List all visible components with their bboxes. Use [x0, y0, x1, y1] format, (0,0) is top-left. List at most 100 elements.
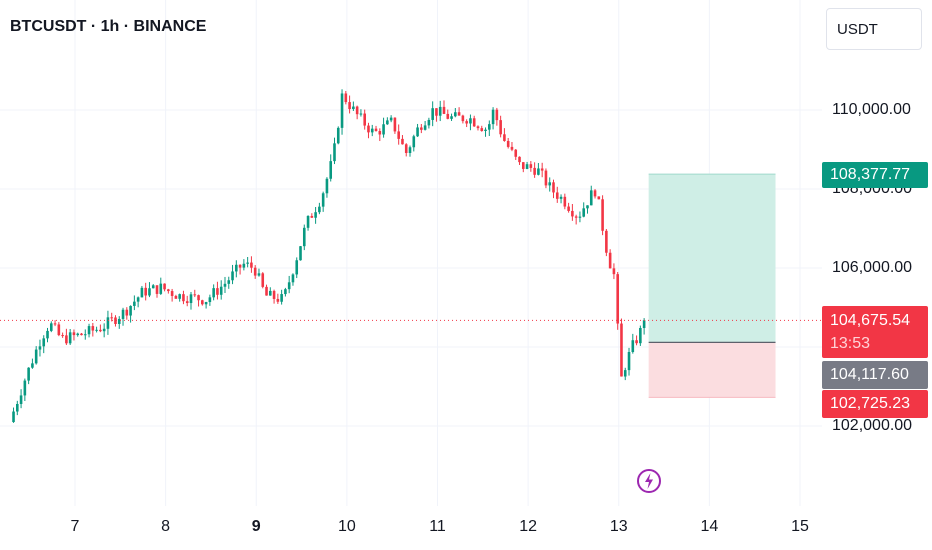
currency-button[interactable]: USDT — [826, 8, 922, 50]
candle-body — [367, 125, 370, 133]
candle-body — [95, 329, 98, 331]
symbol-title[interactable]: BTCUSDT · 1h · BINANCE — [10, 18, 207, 35]
candle-body — [197, 295, 200, 301]
candle-body — [163, 283, 166, 290]
candle-body — [412, 136, 416, 148]
candle-body — [314, 212, 317, 218]
candle-body — [68, 332, 72, 344]
candle-body — [461, 115, 465, 122]
candle-body — [257, 273, 261, 276]
candle-body — [136, 297, 140, 302]
candle-body — [250, 262, 253, 268]
candle-body — [242, 263, 246, 268]
lightning-icon[interactable] — [636, 464, 662, 494]
position-zones[interactable] — [648, 173, 776, 398]
candle-body — [454, 112, 457, 117]
candle-body — [19, 395, 23, 404]
candle-body — [246, 262, 249, 264]
candle-body — [510, 146, 514, 150]
price-axis-tick: 110,000.00 — [832, 101, 911, 118]
candle-body — [34, 349, 38, 364]
candle-body — [333, 143, 336, 162]
candle-body — [193, 294, 197, 296]
candle-body — [642, 320, 646, 328]
candle-body — [518, 156, 521, 163]
current-price-label[interactable]: 104,675.54 13:53 — [822, 306, 928, 358]
candle-body — [582, 208, 586, 217]
candle-body — [491, 109, 495, 125]
time-axis-tick: 15 — [791, 518, 809, 535]
candle-body — [46, 330, 49, 339]
candle-body — [280, 294, 283, 302]
candle-body — [83, 334, 87, 336]
candle-body — [231, 271, 234, 281]
candle-body — [155, 285, 159, 294]
candle-body — [310, 215, 314, 218]
candle-body — [299, 246, 302, 261]
candle-body — [235, 264, 238, 272]
candle-body — [616, 274, 619, 324]
time-axis-tick: 10 — [337, 518, 356, 535]
candle-body — [548, 182, 552, 186]
candle-body — [401, 138, 404, 145]
candle-body — [148, 288, 151, 296]
candle-body — [627, 352, 631, 371]
candle-body — [284, 289, 287, 295]
candlestick-series — [12, 89, 646, 423]
candle-body — [178, 294, 181, 299]
candle-body — [378, 131, 382, 135]
candle-body — [555, 192, 559, 199]
candle-body — [450, 116, 453, 119]
candle-body — [620, 323, 623, 377]
candle-body — [65, 335, 68, 344]
candle-body — [393, 117, 397, 132]
candle-body — [503, 134, 506, 141]
candle-body — [336, 127, 340, 144]
candle-body — [635, 340, 638, 344]
candle-body — [42, 338, 46, 347]
entry-price-label[interactable]: 104,117.60 — [822, 361, 928, 389]
candle-body — [159, 283, 163, 294]
candle-body — [144, 287, 147, 296]
stop-price-label[interactable]: 102,725.23 — [822, 390, 928, 418]
candle-body — [605, 230, 608, 253]
candle-body — [287, 282, 291, 290]
candle-body — [469, 118, 472, 124]
time-axis-tick: 7 — [70, 518, 80, 535]
candle-body — [612, 268, 616, 275]
price-axis-tick: 106,000.00 — [832, 259, 913, 276]
candle-body — [110, 317, 114, 319]
candle-body — [31, 363, 34, 368]
candle-body — [537, 168, 540, 175]
candle-body — [106, 317, 110, 329]
candle-body — [117, 318, 121, 324]
candle-body — [208, 297, 212, 303]
candle-body — [352, 106, 355, 110]
candle-body — [87, 326, 91, 335]
candle-body — [571, 210, 574, 217]
candle-body — [53, 323, 57, 325]
candle-body — [167, 289, 170, 292]
price-axis-tick: 102,000.00 — [832, 417, 913, 434]
candle-body — [329, 161, 333, 179]
candle-body — [567, 206, 570, 211]
candle-body — [525, 164, 529, 169]
candle-body — [12, 411, 15, 423]
candle-body — [363, 113, 366, 126]
candle-body — [265, 286, 268, 296]
candle-body — [359, 113, 363, 115]
candle-body — [219, 286, 223, 295]
candle-body — [639, 327, 642, 344]
candle-body — [204, 302, 208, 305]
candle-body — [563, 196, 567, 207]
target-price-label[interactable]: 108,377.77 — [822, 162, 928, 188]
candle-body — [423, 125, 427, 130]
candle-body — [623, 370, 627, 377]
candle-body — [601, 199, 604, 231]
candle-body — [151, 285, 155, 289]
candle-body — [182, 294, 185, 302]
candle-body — [404, 144, 408, 153]
candle-body — [435, 108, 438, 116]
candle-body — [608, 252, 612, 269]
